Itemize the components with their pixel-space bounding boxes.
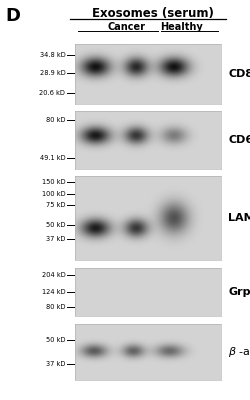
Text: Healthy: Healthy	[160, 22, 202, 32]
Text: CD81: CD81	[228, 69, 250, 79]
Text: Grp94: Grp94	[228, 287, 250, 297]
Text: 150 kD: 150 kD	[42, 179, 65, 185]
Text: 28.9 kD: 28.9 kD	[39, 70, 65, 76]
Text: 37 kD: 37 kD	[46, 361, 65, 367]
Text: 75 kD: 75 kD	[46, 202, 65, 208]
Text: 37 kD: 37 kD	[46, 236, 65, 242]
Text: 50 kD: 50 kD	[46, 337, 65, 343]
Text: 49.1 kD: 49.1 kD	[40, 155, 65, 161]
Text: 204 kD: 204 kD	[41, 272, 65, 278]
Text: D: D	[5, 7, 20, 25]
Text: Cancer: Cancer	[107, 22, 145, 32]
Text: 100 kD: 100 kD	[42, 192, 65, 198]
Text: LAMP2B: LAMP2B	[228, 213, 250, 223]
Text: $\it{\beta}$ -actin: $\it{\beta}$ -actin	[228, 345, 250, 359]
Text: 34.8 kD: 34.8 kD	[39, 52, 65, 58]
Text: CD63: CD63	[228, 135, 250, 145]
Text: Exosomes (serum): Exosomes (serum)	[92, 7, 213, 20]
Text: 124 kD: 124 kD	[42, 289, 65, 295]
Text: 80 kD: 80 kD	[46, 117, 65, 123]
Text: 80 kD: 80 kD	[46, 304, 65, 310]
Text: 20.6 kD: 20.6 kD	[39, 90, 65, 96]
Text: 50 kD: 50 kD	[46, 222, 65, 228]
